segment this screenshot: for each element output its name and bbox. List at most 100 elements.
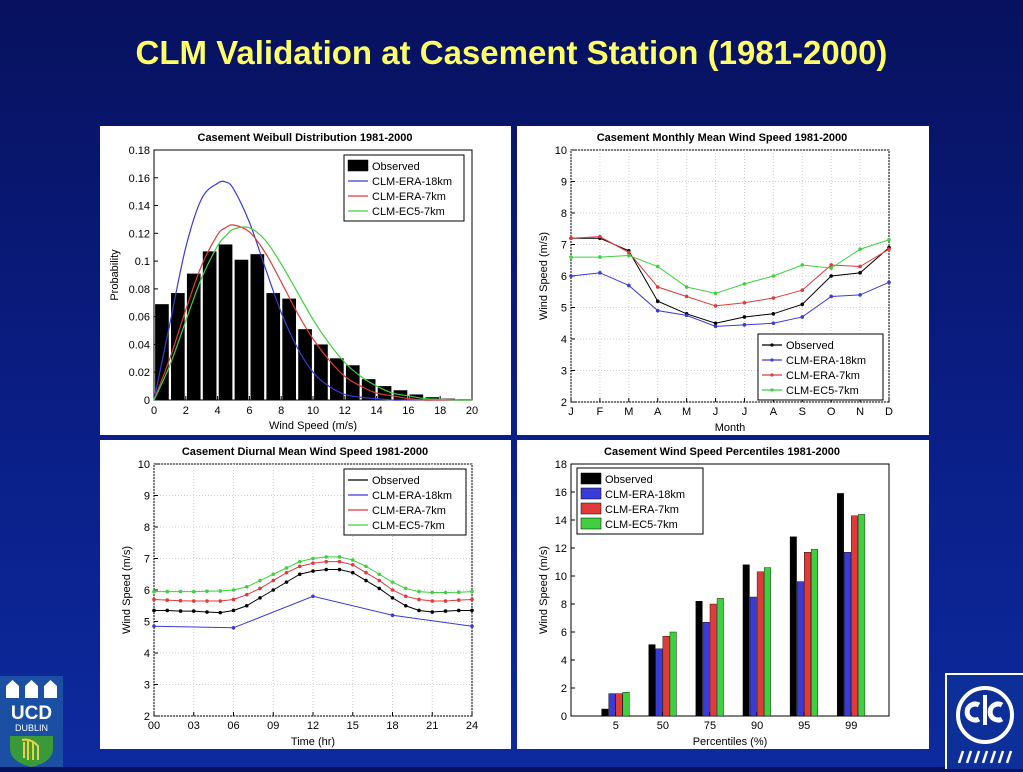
data-point	[390, 596, 395, 600]
y-tick-label: 0	[144, 395, 150, 407]
bar-series-0	[601, 708, 609, 717]
y-tick-label: 3	[144, 680, 150, 692]
data-point	[244, 603, 249, 608]
data-point	[771, 312, 776, 316]
x-tick-label: 03	[188, 720, 200, 732]
data-point	[297, 564, 302, 569]
legend-swatch	[580, 502, 602, 515]
ucd-logo-text: UCD	[11, 703, 52, 724]
data-point	[713, 291, 718, 296]
x-tick-label: D	[885, 406, 893, 418]
x-tick-label: 15	[347, 720, 359, 732]
x-tick-label: 95	[798, 720, 810, 732]
legend-entry: CLM-ERA-7km	[372, 505, 446, 517]
data-point	[829, 274, 833, 278]
monthly-chart: Casement Monthly Mean Wind Speed 1981-20…	[538, 132, 893, 434]
y-tick-label: 3	[561, 366, 567, 378]
bar-series-3	[763, 567, 771, 717]
y-tick-label: 9	[561, 177, 567, 189]
bar-observed	[218, 244, 233, 400]
y-axis-label: Wind Speed (m/s)	[121, 546, 133, 634]
data-point	[337, 555, 342, 559]
weibull-chart-panel: Casement Weibull Distribution 1981-2000 W…	[100, 126, 511, 435]
data-point	[218, 589, 223, 593]
bar-series-0	[789, 536, 797, 717]
y-tick-label: 4	[144, 648, 150, 660]
x-tick-label: O	[827, 406, 836, 418]
data-point	[337, 559, 342, 564]
data-point	[231, 597, 236, 602]
legend-swatch	[347, 159, 369, 172]
legend-entry: Observed	[372, 161, 420, 173]
data-point	[178, 589, 183, 594]
x-tick-label: 06	[227, 720, 239, 732]
data-point	[742, 315, 747, 319]
data-point	[271, 572, 276, 577]
y-tick-label: 0.16	[129, 173, 150, 185]
data-point	[165, 598, 170, 602]
data-point	[231, 588, 236, 592]
legend-entry: CLM-EC5-7km	[605, 519, 678, 531]
bar-observed	[266, 293, 281, 400]
data-point	[231, 626, 236, 630]
data-point	[403, 586, 408, 591]
data-point	[655, 285, 660, 289]
x-tick-label: 50	[657, 720, 669, 732]
legend-entry: Observed	[605, 474, 653, 486]
data-point	[800, 288, 805, 292]
bar-observed	[186, 273, 201, 400]
x-axis-label: Month	[715, 422, 746, 434]
data-point	[178, 609, 183, 613]
data-point	[829, 263, 833, 267]
data-point	[271, 588, 276, 592]
y-axis-label: Wind Speed (m/s)	[538, 232, 550, 320]
legend-entry: CLM-ERA-7km	[605, 504, 679, 516]
y-tick-label: 10	[138, 459, 150, 471]
data-point	[456, 598, 461, 602]
bar-observed	[314, 344, 328, 400]
data-point	[284, 570, 289, 575]
series-line-1	[570, 272, 890, 327]
y-tick-label: 0.06	[129, 312, 150, 324]
data-point	[364, 564, 368, 569]
data-point	[258, 596, 262, 600]
y-tick-label: 0.02	[129, 367, 150, 379]
data-point	[417, 589, 421, 594]
y-tick-label: 9	[144, 491, 150, 503]
data-point	[470, 624, 474, 629]
x-axis-label: Time (hr)	[291, 736, 335, 748]
x-tick-label: J	[742, 406, 748, 418]
percentile-chart-panel: Casement Wind Speed Percentiles 1981-200…	[517, 440, 929, 749]
x-tick-label: 0	[151, 405, 157, 417]
bar-series-3	[858, 514, 866, 717]
data-point	[297, 572, 302, 577]
x-tick-label: J	[568, 406, 574, 418]
data-point	[771, 296, 776, 300]
data-point	[858, 264, 862, 269]
data-point	[456, 590, 461, 595]
data-point	[377, 578, 382, 583]
bar-series-3	[716, 598, 724, 717]
x-tick-label: 18	[434, 405, 446, 417]
y-tick-label: 0.18	[129, 145, 150, 157]
bar-series-2	[851, 515, 859, 717]
bar-series-1	[749, 596, 757, 717]
y-tick-label: 2	[561, 397, 567, 409]
y-tick-label: 10	[555, 571, 567, 583]
y-tick-label: 4	[561, 655, 567, 667]
y-tick-label: 8	[144, 522, 150, 534]
x-tick-label: 2	[183, 405, 189, 417]
data-point	[470, 608, 474, 613]
y-tick-label: 0.04	[129, 339, 150, 351]
data-point	[364, 570, 368, 575]
y-tick-label: 5	[144, 617, 150, 629]
y-tick-label: 0.1	[135, 256, 150, 268]
data-point	[205, 589, 209, 594]
data-point	[742, 282, 747, 286]
bar-series-2	[615, 693, 623, 717]
bar-observed	[377, 386, 392, 400]
data-point	[598, 271, 602, 275]
y-tick-label: 5	[561, 303, 567, 315]
legend-entry: CLM-EC5-7km	[372, 206, 445, 218]
chart-title: Casement Diurnal Mean Wind Speed 1981-20…	[182, 446, 428, 458]
